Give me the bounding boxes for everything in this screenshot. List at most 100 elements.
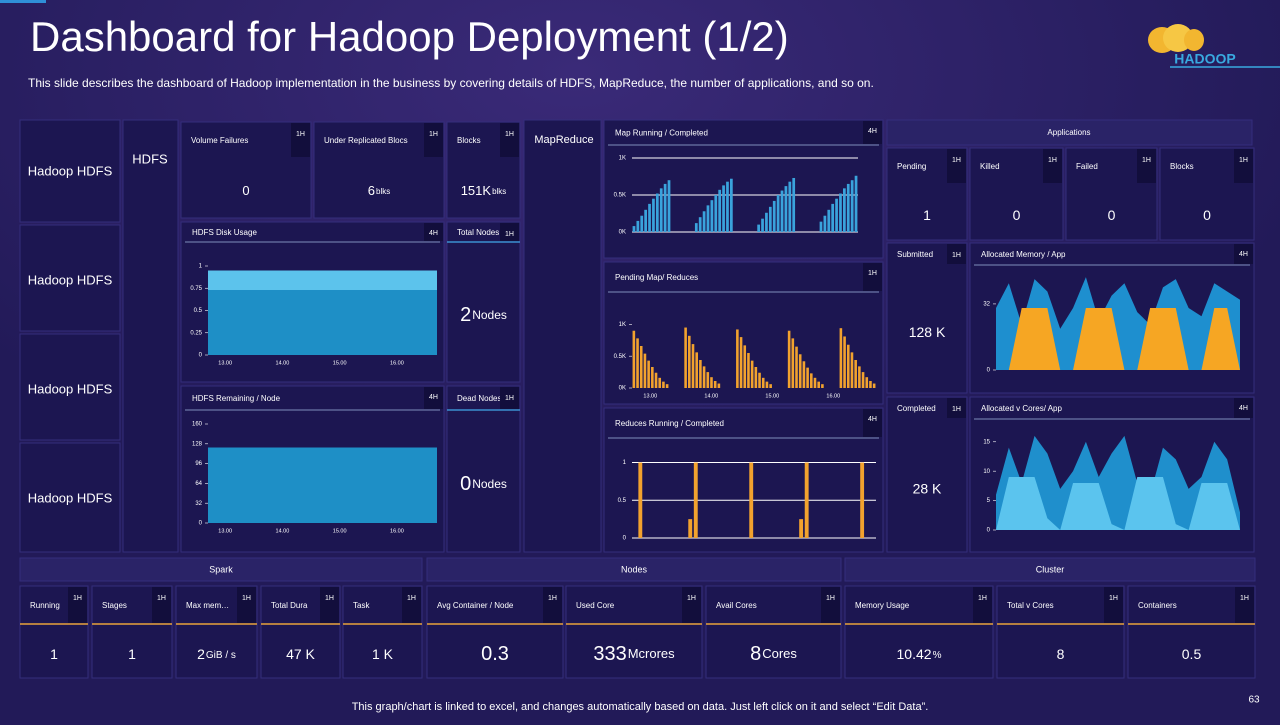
tile-value: 6blks — [368, 183, 390, 198]
tile-label: Volume Failures — [191, 136, 248, 145]
y-tick-label: 15 — [983, 439, 990, 445]
bar — [850, 180, 854, 232]
badge-label: 1H — [1239, 157, 1248, 164]
bar — [846, 183, 850, 232]
bar — [758, 372, 761, 388]
tile-value: 0.5 — [1182, 646, 1202, 662]
bar — [632, 226, 636, 232]
bar — [835, 198, 838, 232]
bar — [749, 462, 754, 538]
badge-label: 1H — [73, 595, 82, 602]
panel — [1127, 585, 1256, 679]
y-tick-label: 10 — [983, 469, 990, 475]
badge-label: 4H — [868, 128, 877, 135]
bar — [769, 384, 772, 388]
tile-label: Stages — [102, 601, 127, 610]
badge — [152, 587, 171, 623]
bar — [710, 200, 714, 232]
bar — [858, 366, 861, 388]
bar — [842, 188, 846, 232]
bar — [821, 384, 824, 388]
badge-label: 1H — [242, 595, 251, 602]
bar — [765, 212, 768, 232]
value-number: 8 — [750, 643, 761, 665]
area — [208, 447, 437, 523]
y-tick-label: 1K — [619, 156, 626, 162]
value-unit: Mcrores — [628, 646, 675, 661]
area — [996, 308, 1240, 370]
y-tick-label: 32 — [195, 501, 202, 507]
bar — [860, 462, 865, 538]
x-tick-label: 15.00 — [333, 528, 347, 534]
y-tick-label: 0.5 — [194, 308, 203, 314]
bar — [699, 360, 702, 388]
value-unit: Cores — [762, 646, 797, 661]
bar — [651, 367, 654, 388]
tile-value: 47 K — [286, 646, 315, 662]
badge-label: 1H — [505, 131, 514, 138]
bar — [658, 377, 662, 388]
bar — [640, 215, 644, 232]
badge — [500, 123, 519, 157]
tile-label: Total Nodes — [457, 228, 499, 237]
panel — [19, 333, 121, 441]
bar — [636, 338, 639, 388]
badge — [1235, 587, 1254, 623]
badge-label: 1H — [548, 595, 557, 602]
badge-label: 1H — [826, 595, 835, 602]
group-header-label: Applications — [1047, 128, 1090, 137]
bar — [765, 381, 769, 388]
bar — [688, 519, 693, 538]
value-unit: blks — [376, 187, 390, 196]
subtitle: This slide describes the dashboard of Ha… — [28, 76, 874, 90]
badge-label: 1H — [505, 231, 514, 238]
group-header — [19, 557, 423, 582]
y-tick-label: 0.5 — [618, 498, 627, 504]
y-tick-label: 96 — [195, 461, 202, 467]
badge — [320, 587, 339, 623]
value-number: 8 — [1057, 646, 1065, 662]
value-number: 1 — [50, 646, 58, 662]
bar — [846, 344, 850, 388]
tile-value: 1 — [128, 646, 136, 662]
bar — [804, 462, 809, 538]
badge-label: 1H — [952, 157, 961, 164]
panel — [426, 585, 564, 679]
badge — [1137, 149, 1156, 183]
panel — [446, 385, 521, 553]
value-number: 151K — [461, 183, 492, 198]
bar — [784, 186, 788, 232]
bar — [667, 180, 671, 232]
badge-label: 1H — [952, 406, 961, 413]
bar — [684, 327, 687, 388]
y-tick-label: 128 — [192, 441, 203, 447]
tile-value: 28 K — [913, 480, 942, 496]
accent-bar — [0, 0, 46, 3]
value-number: 333 — [593, 643, 626, 665]
tile-value: 1 — [50, 646, 58, 662]
badge-label: 1H — [868, 270, 877, 277]
bar — [722, 185, 725, 232]
panel — [603, 119, 884, 259]
tile-label: Dead Nodes — [457, 394, 501, 403]
bar — [761, 377, 765, 388]
tile-value: 0 — [1108, 207, 1116, 223]
badge-label: 1H — [1048, 157, 1057, 164]
group-header — [844, 557, 1256, 582]
tile-value: 0Nodes — [460, 473, 507, 495]
bar — [706, 372, 710, 388]
y-tick-label: 0 — [623, 536, 627, 542]
panel — [996, 585, 1125, 679]
badge — [863, 121, 882, 144]
value-number: 1 K — [372, 646, 394, 662]
x-tick-label: 16.00 — [826, 393, 840, 399]
area — [996, 435, 1240, 530]
y-tick-label: 0.5K — [614, 354, 626, 360]
logo-ear — [1184, 29, 1204, 51]
bar — [768, 206, 772, 232]
value-number: 10.42 — [897, 646, 932, 662]
bar — [665, 384, 669, 388]
value-unit: % — [933, 650, 942, 661]
panel — [19, 119, 121, 223]
